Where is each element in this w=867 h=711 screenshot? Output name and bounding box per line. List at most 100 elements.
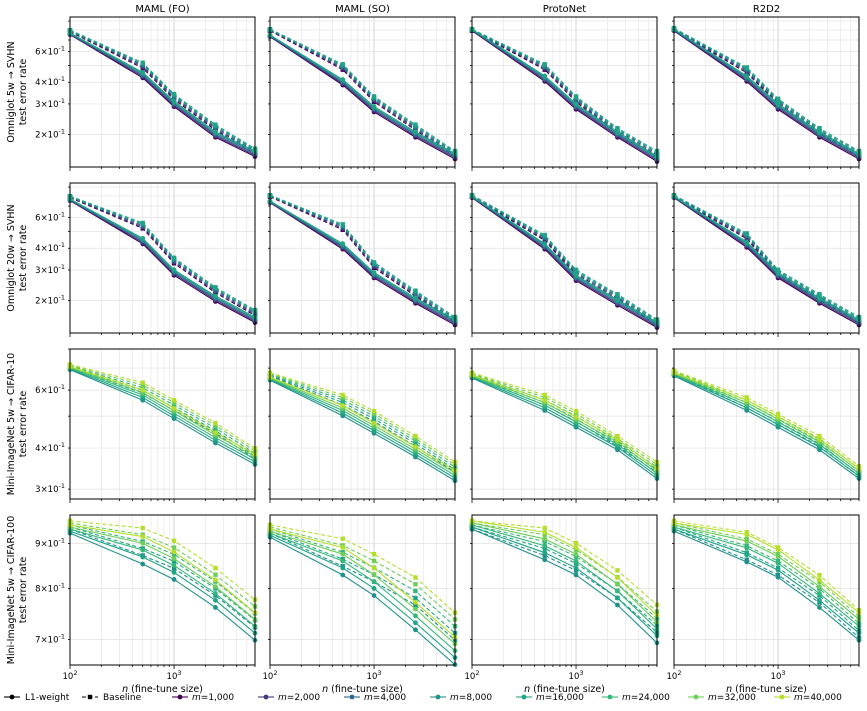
- legend-baseline-label: Baseline: [103, 693, 142, 703]
- y-tick-label: 3×10-1: [35, 97, 65, 110]
- baseline-series-line: [270, 30, 455, 157]
- l1-marker: [775, 270, 781, 275]
- row-label: Omniglot 5w → SVHN: [6, 41, 17, 142]
- y-tick-label: 9×10-1: [35, 537, 65, 550]
- baseline-series-line: [472, 524, 657, 619]
- y-tick-label: 4×10-1: [35, 75, 65, 88]
- l1-marker: [615, 297, 620, 303]
- baseline-marker: [171, 400, 177, 405]
- legend-m-label: m=8,000: [450, 693, 492, 703]
- baseline-marker: [213, 285, 218, 290]
- y-tick-label: 2×10-1: [35, 128, 65, 141]
- l1-marker: [340, 403, 346, 408]
- panel: [671, 182, 862, 337]
- baseline-marker: [171, 91, 177, 97]
- l1-marker: [213, 605, 218, 610]
- y-tick-label: 4×10-1: [35, 241, 65, 254]
- baseline-marker: [573, 408, 579, 414]
- l1-marker: [413, 599, 418, 605]
- panel-frame: [69, 514, 256, 666]
- row-label: test error rate: [18, 391, 29, 458]
- l1-marker: [413, 613, 418, 619]
- panel: [469, 16, 660, 171]
- l1-marker: [744, 397, 750, 403]
- l1-marker: [371, 579, 377, 584]
- l1-marker: [140, 387, 146, 393]
- l1-series-line: [70, 369, 255, 465]
- l1-marker: [573, 551, 579, 557]
- baseline-marker: [817, 572, 822, 578]
- l1-marker: [340, 77, 346, 82]
- l1-series-line: [472, 522, 657, 623]
- baseline-marker: [171, 552, 177, 557]
- baseline-series-line: [270, 530, 455, 634]
- baseline-series-line: [270, 372, 455, 463]
- baseline-marker: [171, 402, 177, 408]
- legend-m-label: m=24,000: [622, 693, 670, 703]
- l1-marker: [817, 437, 822, 442]
- panel: [469, 182, 660, 337]
- baseline-marker: [413, 122, 418, 127]
- baseline-series-line: [270, 195, 455, 322]
- l1-marker: [213, 597, 218, 603]
- baseline-marker: [413, 595, 418, 601]
- panel-frame: [269, 514, 456, 666]
- l1-marker: [140, 561, 146, 567]
- legend-m-marker: [607, 694, 613, 700]
- panel: 9×10-1 8×10-1 7×10-1 102 103 n (fine-tune siz…: [35, 514, 258, 695]
- l1-marker: [615, 575, 620, 580]
- panel-frame: [471, 16, 658, 168]
- l1-marker: [744, 239, 750, 245]
- legend-m-marker: [263, 694, 269, 700]
- legend-m-marker: [349, 694, 355, 700]
- l1-marker: [817, 129, 822, 135]
- l1-marker: [744, 545, 750, 551]
- baseline-marker: [371, 94, 377, 99]
- l1-series-line: [70, 532, 255, 641]
- x-tick-label: 102: [263, 669, 278, 682]
- l1-marker: [817, 577, 822, 583]
- baseline-series-line: [270, 29, 455, 155]
- row-label: Omniglot 20w → SVHN: [6, 204, 17, 311]
- l1-marker: [213, 591, 218, 596]
- l1-marker: [615, 595, 620, 601]
- l1-series-line: [270, 528, 455, 638]
- baseline-marker: [371, 413, 377, 419]
- l1-marker: [744, 552, 750, 558]
- baseline-marker: [542, 62, 547, 67]
- baseline-marker: [744, 231, 749, 236]
- l1-marker: [413, 444, 418, 450]
- x-tick-label: 102: [667, 669, 682, 682]
- y-tick-label: 7×10-1: [35, 633, 65, 646]
- panel: 6×10-1 4×10-1 3×10-1: [35, 348, 258, 503]
- baseline-marker: [140, 60, 145, 65]
- l1-marker: [413, 620, 418, 626]
- baseline-marker: [573, 411, 579, 416]
- panel-frame: [269, 182, 456, 334]
- baseline-marker: [573, 561, 579, 566]
- baseline-marker: [371, 416, 377, 421]
- l1-marker: [817, 597, 822, 603]
- x-tick-label: 103: [569, 669, 584, 682]
- baseline-marker: [413, 433, 418, 439]
- l1-marker: [140, 554, 146, 560]
- baseline-marker: [817, 125, 822, 131]
- panel: 6×10-1 4×10-1 3×10-1 2×10-1: [35, 16, 258, 171]
- l1-marker: [615, 437, 620, 442]
- panel: [469, 348, 660, 503]
- l1-marker: [140, 235, 146, 241]
- baseline-marker: [171, 566, 177, 571]
- row-label: Mini-ImageNet 5w → CIFAR-10: [6, 353, 17, 495]
- baseline-marker: [340, 222, 345, 227]
- l1-marker: [573, 572, 579, 578]
- legend-m-marker: [177, 694, 183, 700]
- l1-marker: [542, 536, 548, 542]
- x-tick-label: 103: [771, 669, 786, 682]
- panel: [671, 16, 862, 171]
- l1-marker: [817, 591, 822, 596]
- l1-series-line: [70, 524, 255, 614]
- l1-marker: [171, 577, 177, 582]
- baseline-marker: [744, 395, 749, 400]
- y-tick-label: 3×10-1: [35, 263, 65, 276]
- baseline-marker: [340, 392, 345, 398]
